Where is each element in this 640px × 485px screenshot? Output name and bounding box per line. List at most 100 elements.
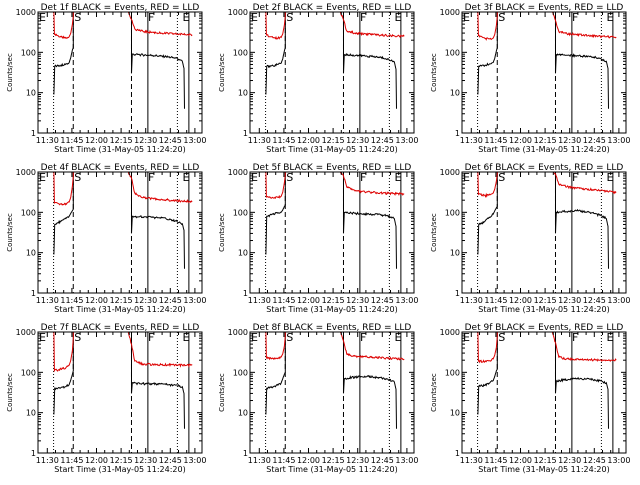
y-tick-label: 1	[455, 449, 460, 458]
x-tick-label: 12:15	[534, 456, 557, 465]
plot-frame	[37, 11, 203, 134]
series-line-lld	[53, 332, 193, 373]
plot-frame	[249, 11, 415, 134]
x-tick-label: 11:45	[60, 456, 83, 465]
x-tick-label: 12:00	[297, 456, 320, 465]
x-tick-label: 12:45	[371, 296, 394, 305]
x-tick-label: 12:15	[110, 296, 133, 305]
x-tick-label: 12:15	[322, 456, 345, 465]
y-tick-label: 10	[238, 89, 248, 98]
region-marker-s: S	[74, 171, 81, 184]
x-tick-label: 12:30	[134, 456, 157, 465]
region-marker-f: F	[148, 171, 154, 184]
x-tick-label: 12:00	[509, 456, 532, 465]
series-line-events	[477, 12, 609, 109]
y-axis-label: Counts/sec	[6, 373, 14, 412]
y-tick-label: 10	[450, 89, 460, 98]
series-line-events	[53, 172, 185, 269]
y-axis-label: Counts/sec	[218, 373, 226, 412]
region-marker-s: S	[498, 11, 505, 24]
region-marker-e: E	[39, 11, 46, 24]
y-tick-label: 10	[238, 249, 248, 258]
y-tick-label: 10	[450, 409, 460, 418]
x-tick-label: 11:30	[460, 136, 483, 145]
series-line-lld	[265, 12, 405, 40]
y-tick-label: 100	[233, 48, 248, 57]
region-marker-f: F	[572, 171, 578, 184]
x-tick-label: 12:00	[509, 136, 532, 145]
region-marker-e: E	[395, 11, 402, 24]
x-axis-label: Start Time (31-May-05 11:24:20)	[478, 145, 609, 154]
x-tick-label: 13:00	[607, 136, 630, 145]
series-line-lld	[477, 172, 617, 198]
y-tick-label: 1000	[440, 8, 460, 17]
series-line-lld	[53, 172, 193, 206]
series-line-events	[265, 332, 397, 429]
panel-title: Det 2f BLACK = Events, RED = LLD	[253, 3, 412, 13]
region-marker-e: E	[607, 331, 614, 344]
region-marker-e: E	[463, 11, 470, 24]
detector-panel-2: Det 2f BLACK = Events, RED = LLD 1 10 100 10…	[218, 3, 418, 154]
x-tick-label: 13:00	[607, 456, 630, 465]
region-marker-s: S	[498, 331, 505, 344]
y-tick-label: 1000	[228, 328, 248, 337]
region-marker-e: E	[607, 11, 614, 24]
panel-title: Det 9f BLACK = Events, RED = LLD	[465, 323, 624, 333]
region-marker-e: E	[395, 171, 402, 184]
region-marker-f: F	[360, 171, 366, 184]
x-tick-label: 11:45	[484, 456, 507, 465]
x-tick-label: 11:30	[460, 456, 483, 465]
panel-title: Det 5f BLACK = Events, RED = LLD	[253, 163, 412, 173]
y-tick-label: 10	[238, 409, 248, 418]
x-tick-label: 13:00	[183, 456, 206, 465]
series-line-events	[265, 12, 397, 109]
detector-panel-4: Det 4f BLACK = Events, RED = LLD 1 10 100 10…	[6, 163, 206, 314]
detector-panel-6: Det 6f BLACK = Events, RED = LLD 1 10 100 10…	[430, 163, 630, 314]
region-marker-f: F	[572, 331, 578, 344]
x-axis-label: Start Time (31-May-05 11:24:20)	[54, 145, 185, 154]
region-marker-e: E	[39, 171, 46, 184]
region-marker-f: F	[360, 331, 366, 344]
region-marker-s: S	[74, 11, 81, 24]
x-tick-label: 12:45	[371, 456, 394, 465]
x-tick-label: 12:45	[159, 136, 182, 145]
plot-frame	[37, 171, 203, 294]
series-line-events	[53, 12, 185, 109]
panel-title: Det 7f BLACK = Events, RED = LLD	[41, 323, 200, 333]
y-axis-label: Counts/sec	[6, 213, 14, 252]
plot-frame	[461, 171, 627, 294]
x-tick-label: 12:45	[159, 456, 182, 465]
x-tick-label: 12:15	[322, 136, 345, 145]
plot-frame	[461, 11, 627, 134]
y-tick-label: 1	[455, 289, 460, 298]
plot-frame	[37, 331, 203, 454]
y-axis-label: Counts/sec	[430, 53, 438, 92]
x-tick-label: 11:45	[484, 136, 507, 145]
plot-frame	[461, 331, 627, 454]
region-marker-e: E	[39, 331, 46, 344]
panel-title: Det 1f BLACK = Events, RED = LLD	[41, 3, 200, 13]
y-tick-label: 1000	[228, 8, 248, 17]
y-tick-label: 100	[445, 48, 460, 57]
detector-panel-9: Det 9f BLACK = Events, RED = LLD 1 10 100 10…	[430, 323, 630, 474]
y-tick-label: 1000	[440, 168, 460, 177]
x-tick-label: 12:30	[558, 456, 581, 465]
series-line-lld	[53, 12, 193, 40]
series-line-events	[265, 172, 397, 269]
x-tick-label: 11:45	[272, 296, 295, 305]
x-tick-label: 11:30	[460, 296, 483, 305]
region-marker-f: F	[360, 11, 366, 24]
detector-panel-1: Det 1f BLACK = Events, RED = LLD 1 10 100 10…	[6, 3, 206, 154]
x-tick-label: 11:45	[60, 136, 83, 145]
region-marker-s: S	[74, 331, 81, 344]
region-marker-e: E	[607, 171, 614, 184]
x-tick-label: 12:45	[371, 136, 394, 145]
y-tick-label: 10	[26, 409, 36, 418]
detector-panel-5: Det 5f BLACK = Events, RED = LLD 1 10 100 10…	[218, 163, 418, 314]
region-marker-e: E	[463, 171, 470, 184]
y-tick-label: 1000	[440, 328, 460, 337]
panel-title: Det 3f BLACK = Events, RED = LLD	[465, 3, 624, 13]
series-line-lld	[477, 332, 617, 364]
y-tick-label: 100	[445, 368, 460, 377]
